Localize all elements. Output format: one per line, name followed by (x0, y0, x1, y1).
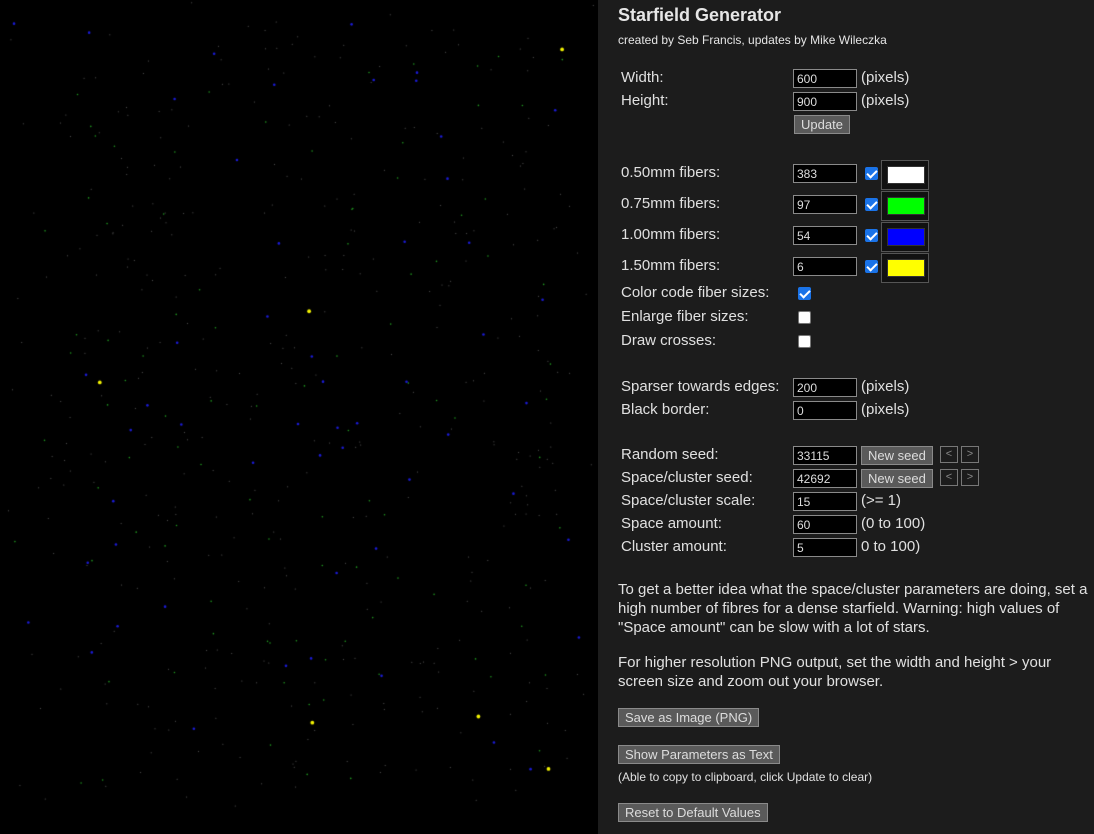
app-title: Starfield Generator (618, 5, 782, 25)
random-seed-next-button[interactable]: > (961, 446, 979, 463)
fiber-100-color-picker[interactable] (881, 222, 929, 252)
border-label: Black border: (621, 401, 710, 418)
width-unit: (pixels) (861, 69, 910, 86)
cluster-new-seed-button[interactable]: New seed (861, 469, 933, 488)
fiber-100-label: 1.00mm fibers: (621, 226, 721, 243)
fiber-050-checkbox[interactable] (865, 167, 878, 180)
enlarge-label: Enlarge fiber sizes: (621, 308, 749, 325)
show-parameters-button[interactable]: Show Parameters as Text (618, 745, 780, 764)
fiber-075-label: 0.75mm fibers: (621, 195, 721, 212)
update-button[interactable]: Update (794, 115, 850, 134)
fiber-050-color-picker[interactable] (881, 160, 929, 190)
cluster-amount-label: Cluster amount: (621, 538, 727, 555)
border-input[interactable] (793, 401, 857, 420)
fiber-100-count-input[interactable] (793, 226, 857, 245)
height-label: Height: (621, 92, 669, 109)
space-amount-input[interactable] (793, 515, 857, 534)
fiber-050-label: 0.50mm fibers: (621, 164, 721, 181)
help-paragraph-space: To get a better idea what the space/clus… (618, 581, 1088, 636)
width-input[interactable] (793, 69, 857, 88)
height-unit: (pixels) (861, 92, 910, 109)
fiber-100-color-swatch (887, 228, 925, 246)
fiber-075-count-input[interactable] (793, 195, 857, 214)
credits: created by Seb Francis, updates by Mike … (618, 33, 887, 47)
fiber-150-label: 1.50mm fibers: (621, 257, 721, 274)
random-seed-input[interactable] (793, 446, 857, 465)
crosses-checkbox[interactable] (798, 335, 811, 348)
fiber-075-color-swatch (887, 197, 925, 215)
random-seed-prev-button[interactable]: < (940, 446, 958, 463)
fiber-150-count-input[interactable] (793, 257, 857, 276)
cluster-seed-input[interactable] (793, 469, 857, 488)
cluster-scale-label: Space/cluster scale: (621, 492, 756, 509)
random-seed-label: Random seed: (621, 446, 719, 463)
cluster-amount-input[interactable] (793, 538, 857, 557)
random-new-seed-button[interactable]: New seed (861, 446, 933, 465)
help-paragraph-resolution: For higher resolution PNG output, set th… (618, 654, 1052, 690)
control-panel: Starfield Generator created by Seb Franc… (598, 0, 1094, 834)
fiber-150-color-swatch (887, 259, 925, 277)
fiber-150-color-picker[interactable] (881, 253, 929, 283)
sparser-unit: (pixels) (861, 378, 910, 395)
sparser-label: Sparser towards edges: (621, 378, 780, 395)
fiber-150-checkbox[interactable] (865, 260, 878, 273)
width-label: Width: (621, 69, 664, 86)
reset-defaults-button[interactable]: Reset to Default Values (618, 803, 768, 822)
sparser-input[interactable] (793, 378, 857, 397)
save-png-button[interactable]: Save as Image (PNG) (618, 708, 760, 727)
starfield-canvas (0, 0, 598, 834)
cluster-seed-prev-button[interactable]: < (940, 469, 958, 486)
border-unit: (pixels) (861, 401, 910, 418)
color-code-label: Color code fiber sizes: (621, 284, 770, 301)
fiber-050-count-input[interactable] (793, 164, 857, 183)
fiber-075-color-picker[interactable] (881, 191, 929, 221)
space-amount-hint: (0 to 100) (861, 515, 926, 532)
cluster-seed-label: Space/cluster seed: (621, 469, 753, 486)
cluster-scale-input[interactable] (793, 492, 857, 511)
height-input[interactable] (793, 92, 857, 111)
fiber-050-color-swatch (887, 166, 925, 184)
cluster-seed-next-button[interactable]: > (961, 469, 979, 486)
cluster-scale-hint: (>= 1) (861, 492, 902, 509)
color-code-checkbox[interactable] (798, 287, 811, 300)
fiber-100-checkbox[interactable] (865, 229, 878, 242)
fiber-075-checkbox[interactable] (865, 198, 878, 211)
cluster-amount-hint: 0 to 100) (861, 538, 921, 555)
clipboard-note: (Able to copy to clipboard, click Update… (618, 770, 873, 784)
crosses-label: Draw crosses: (621, 332, 717, 349)
enlarge-checkbox[interactable] (798, 311, 811, 324)
space-amount-label: Space amount: (621, 515, 722, 532)
